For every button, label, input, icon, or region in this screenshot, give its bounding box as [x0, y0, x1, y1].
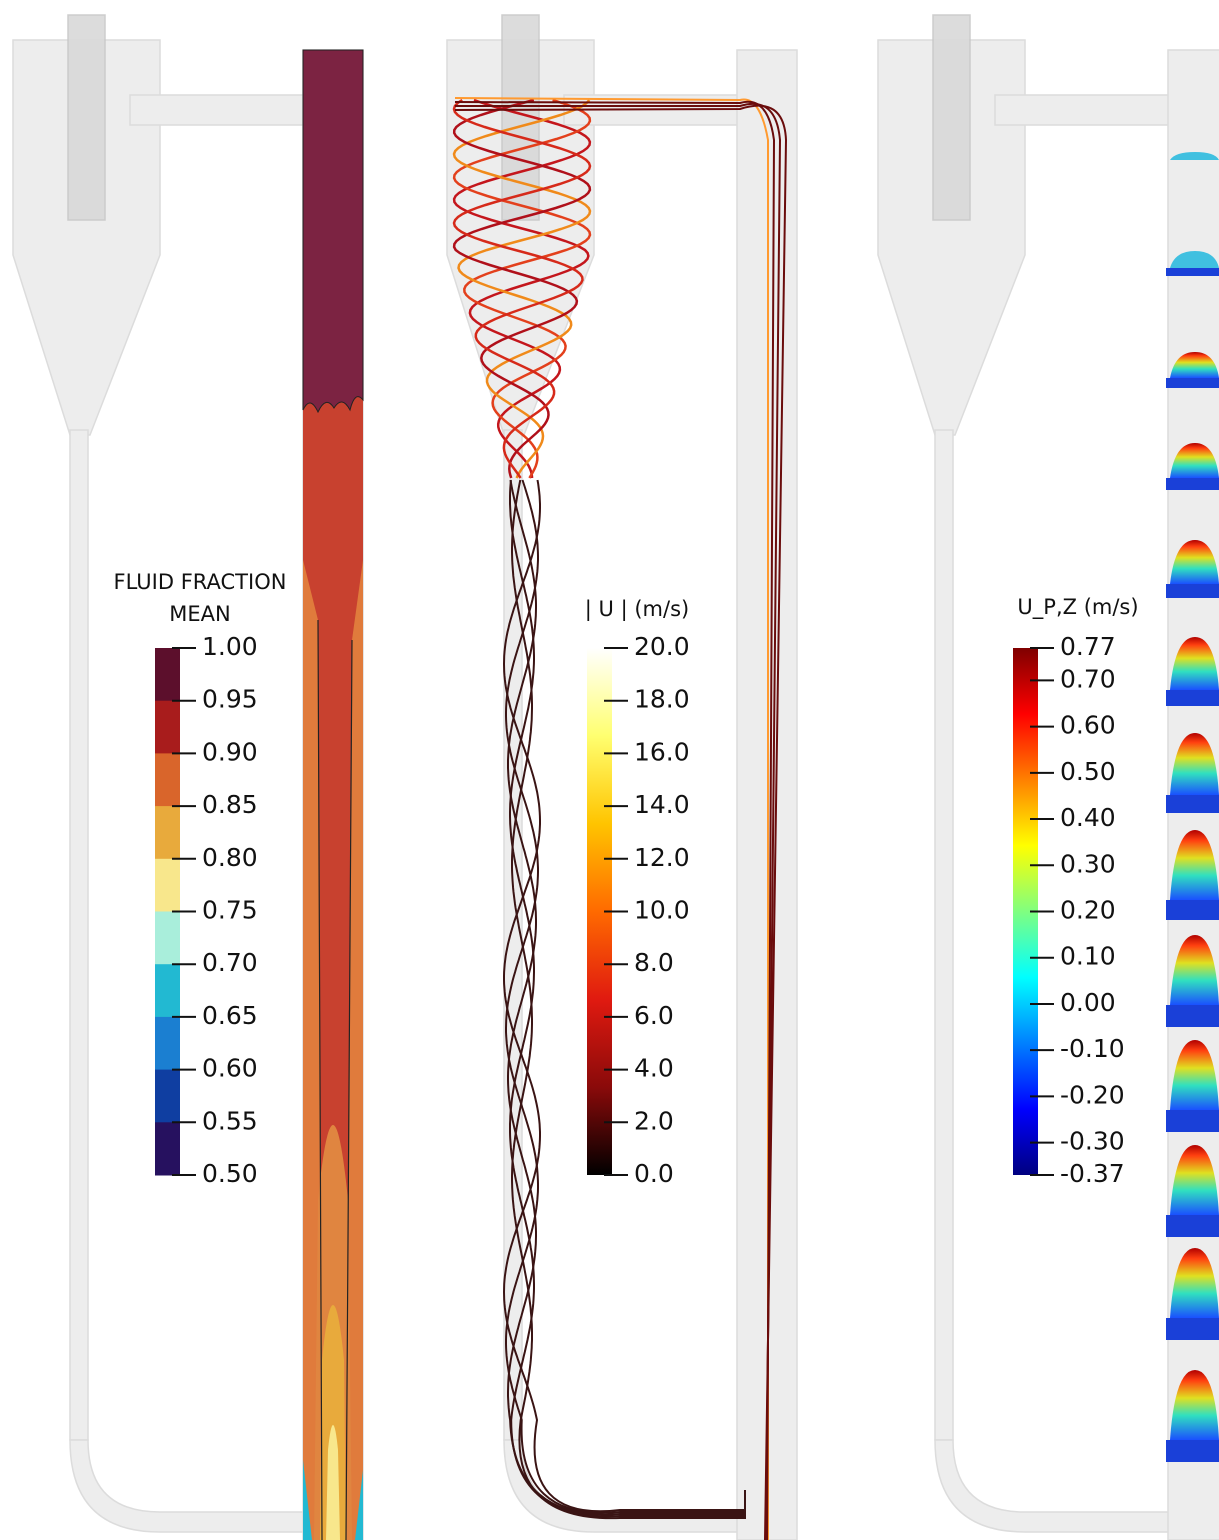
- colorbar-title: FLUID FRACTION: [114, 570, 287, 594]
- streamline: [507, 479, 746, 1516]
- colorbar-tick-label: 8.0: [634, 948, 674, 977]
- profile-base: [1166, 378, 1219, 388]
- colorbar-band: [155, 964, 180, 1018]
- profile-base: [1166, 584, 1219, 598]
- profile-base: [1166, 1005, 1219, 1027]
- colorbar-tick-label: 0.70: [202, 948, 258, 977]
- colorbar-band: [155, 700, 180, 754]
- colorbar-tick-label: 0.85: [202, 790, 258, 819]
- colorbar-tick-label: 0.00: [1060, 988, 1116, 1017]
- colorbar-tick-label: 0.60: [1060, 711, 1116, 740]
- colorbar-band: [155, 648, 180, 702]
- colorbar-band: [155, 1069, 180, 1123]
- streamline: [502, 479, 746, 1513]
- colorbar-band: [155, 1016, 180, 1071]
- colorbar-tick-label: 0.90: [202, 737, 258, 766]
- colorbar-tick-label: 18.0: [634, 685, 690, 714]
- profile-dome: [1170, 733, 1219, 795]
- colorbar-tick-label: 0.65: [202, 1001, 258, 1030]
- colorbar-tick-label: 10.0: [634, 896, 690, 925]
- profile-dome: [1170, 935, 1219, 1005]
- colorbar-band: [155, 806, 180, 860]
- profile-dome: [1170, 1145, 1219, 1215]
- colorbar-tick-label: 0.0: [634, 1159, 674, 1188]
- colorbar-band: [155, 911, 180, 965]
- streamline: [455, 102, 782, 1540]
- cyclone-geometry: [446, 14, 798, 1540]
- streamline: [454, 104, 788, 1540]
- profile-dome: [1170, 637, 1219, 690]
- profile-dome: [1170, 830, 1219, 900]
- profile-dome: [1170, 1370, 1219, 1440]
- colorbar-band: [155, 753, 180, 807]
- colorbar-tick-label: 0.95: [202, 685, 258, 714]
- velocity-profiles: [1166, 152, 1219, 1462]
- streamline: [505, 479, 746, 1514]
- profile-base: [1166, 1215, 1219, 1237]
- colorbar-tick-label: 1.00: [202, 632, 258, 661]
- streamline: [509, 479, 746, 1518]
- profile-dome: [1170, 251, 1219, 268]
- colorbar-tick-label: -0.10: [1060, 1034, 1125, 1063]
- colorbar-tick-label: 0.50: [1060, 757, 1116, 786]
- colorbar-tick-label: 16.0: [634, 737, 690, 766]
- colorbar-tick-label: 0.70: [1060, 664, 1116, 693]
- colorbar-tick-label: 12.0: [634, 843, 690, 872]
- streamline: [452, 98, 592, 479]
- colorbar-tick-label: 0.60: [202, 1054, 258, 1083]
- profile-dome: [1170, 1248, 1219, 1318]
- colorbar-tick-label: -0.20: [1060, 1080, 1125, 1109]
- cyclone-geometry: [877, 14, 1219, 1540]
- profile-base: [1166, 1110, 1219, 1132]
- colorbar-tick-label: 14.0: [634, 790, 690, 819]
- colorbar-tick-label: 0.40: [1060, 803, 1116, 832]
- colorbar-tick-label: 20.0: [634, 632, 690, 661]
- streamlines: [452, 97, 788, 1540]
- profile-dome: [1170, 540, 1219, 584]
- streamline: [511, 479, 746, 1520]
- profile-dome: [1170, 352, 1219, 378]
- fluid-fraction-field: [302, 49, 364, 1540]
- profile-base: [1166, 1318, 1219, 1340]
- colorbar-tick-label: 0.55: [202, 1106, 258, 1135]
- colorbar-band: [155, 1122, 180, 1176]
- colorbar-tick-label: -0.37: [1060, 1159, 1125, 1188]
- streamline: [452, 98, 592, 479]
- colorbar-tick-label: 0.20: [1060, 896, 1116, 925]
- colorbar-tick-label: 0.30: [1060, 849, 1116, 878]
- colorbar-title: U_P,Z (m/s): [1017, 595, 1138, 620]
- streamline: [454, 97, 769, 1540]
- streamline: [452, 99, 592, 479]
- streamline: [452, 98, 592, 479]
- colorbar-tick-label: 6.0: [634, 1001, 674, 1030]
- colorbar-title: | U | (m/s): [585, 597, 689, 622]
- colorbar-tick-label: 0.80: [202, 843, 258, 872]
- colorbar-tick-label: 0.77: [1060, 632, 1116, 661]
- colorbar-tick-label: 0.50: [202, 1159, 258, 1188]
- profile-base: [1166, 268, 1219, 276]
- profile-base: [1166, 795, 1219, 813]
- profile-base: [1166, 478, 1219, 490]
- colorbar-tick-label: 4.0: [634, 1054, 674, 1083]
- colorbar-tick-label: 0.75: [202, 896, 258, 925]
- profile-dome: [1170, 1040, 1219, 1110]
- colorbar-tick-label: -0.30: [1060, 1127, 1125, 1156]
- profile-base: [1166, 900, 1219, 920]
- profile-dome: [1170, 152, 1219, 160]
- profile-base: [1166, 1440, 1219, 1462]
- profile-dome: [1170, 443, 1219, 478]
- colorbar-band: [155, 858, 180, 912]
- profile-base: [1166, 690, 1219, 706]
- colorbar-tick-label: 0.10: [1060, 942, 1116, 971]
- colorbar-tick-label: 2.0: [634, 1106, 674, 1135]
- streamline: [452, 98, 592, 479]
- streamline: [454, 100, 776, 1540]
- colorbar-title: MEAN: [169, 602, 230, 626]
